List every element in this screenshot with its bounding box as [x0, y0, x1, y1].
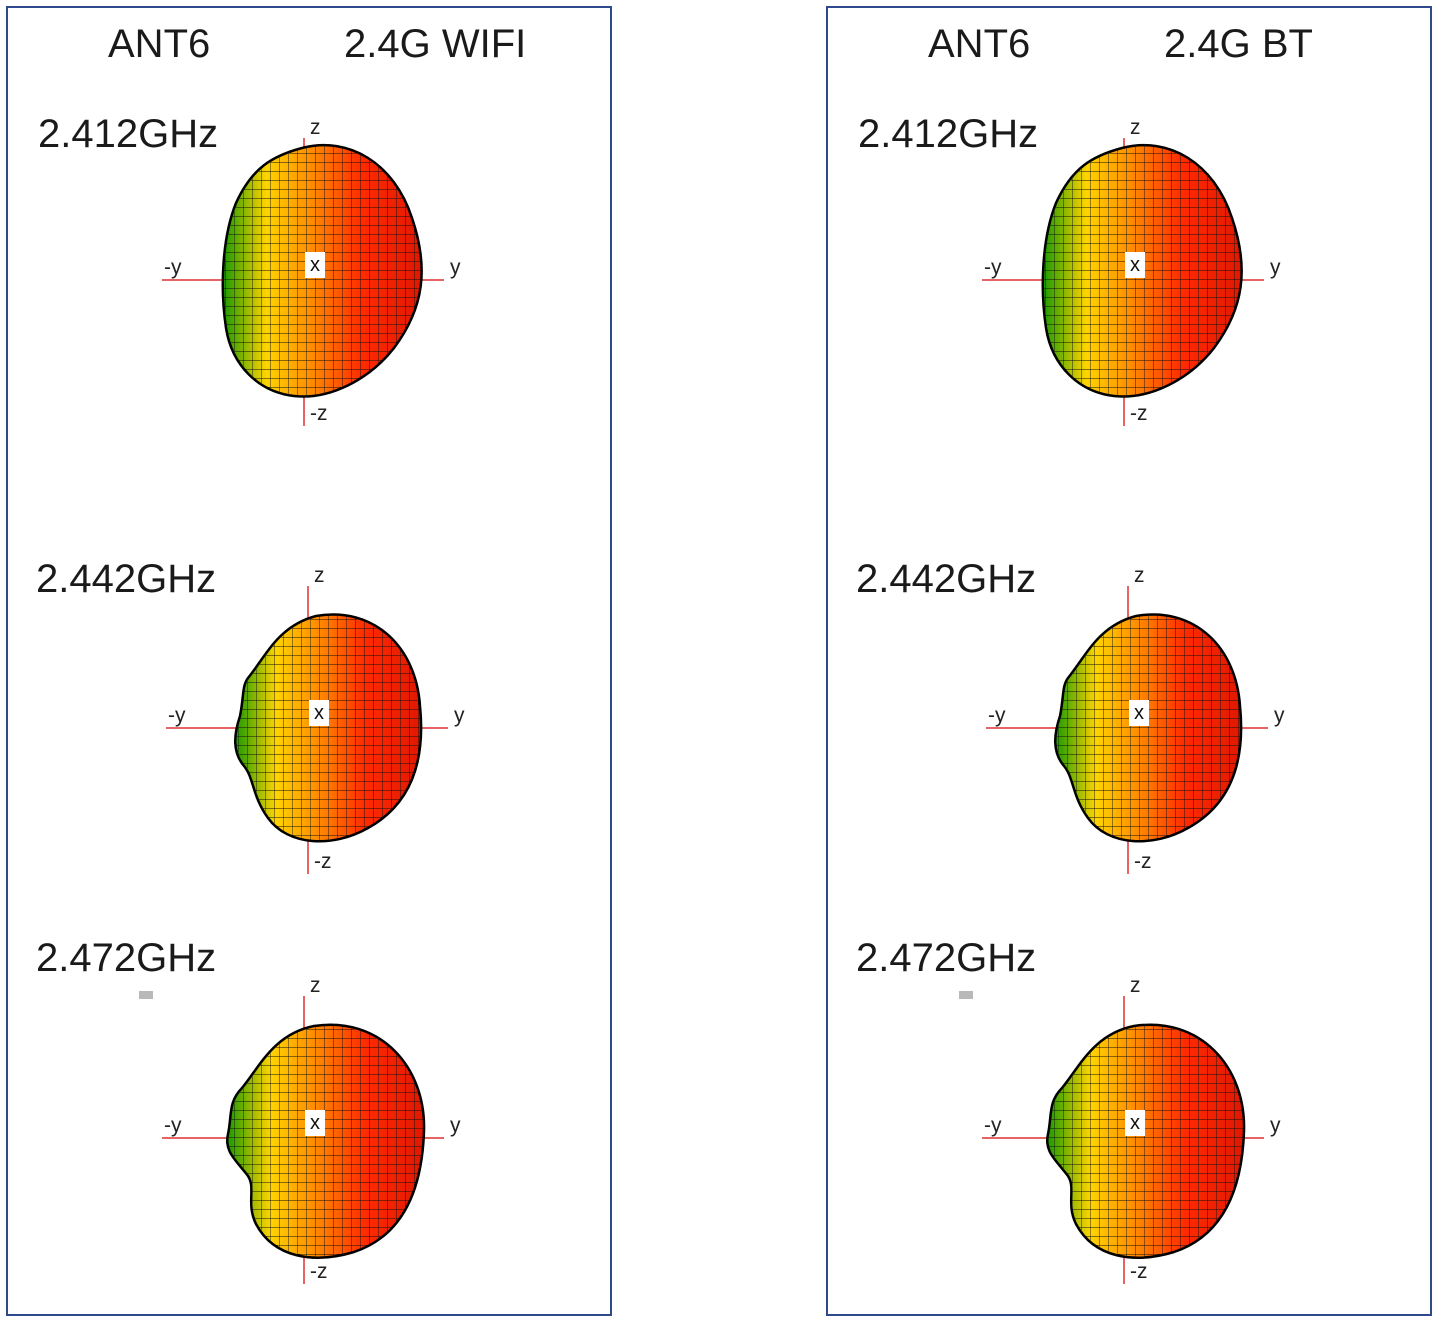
neg-y-axis-label: -y: [164, 1114, 182, 1137]
x-axis-label: x: [1125, 252, 1145, 278]
frequency-label: 2.442GHz: [36, 557, 217, 601]
pattern-svg: [162, 996, 444, 1284]
pattern-mesh: [1047, 1024, 1245, 1258]
neg-y-axis-label: -y: [984, 1114, 1002, 1137]
radiation-pattern-plot: z -z y -y x: [964, 966, 1304, 1286]
y-axis-label: y: [1274, 704, 1285, 727]
radiation-pattern-plot: z -z y -y x: [144, 966, 484, 1286]
neg-z-axis-label: -z: [1134, 850, 1152, 873]
frequency-label: 2.472GHz: [36, 936, 217, 980]
radiation-pattern-plot: z -z y -y x: [148, 556, 488, 876]
x-axis-label: x: [1125, 1110, 1145, 1136]
grip-marker: [959, 991, 973, 999]
neg-z-axis-label: -z: [1130, 1260, 1148, 1283]
x-axis-label: x: [309, 700, 329, 726]
y-axis-label: y: [454, 704, 465, 727]
y-axis-label: y: [1270, 256, 1281, 279]
pattern-svg: [986, 586, 1268, 874]
band-label: 2.4G WIFI: [344, 22, 527, 66]
y-axis-label: y: [450, 256, 461, 279]
neg-y-axis-label: -y: [984, 256, 1002, 279]
z-axis-label: z: [1134, 564, 1145, 587]
y-axis-label: y: [450, 1114, 461, 1137]
pattern-mesh: [235, 614, 422, 842]
z-axis-label: z: [314, 564, 325, 587]
x-axis-label: x: [305, 1110, 325, 1136]
z-axis-label: z: [310, 116, 321, 139]
antenna-label: ANT6: [108, 22, 211, 66]
neg-y-axis-label: -y: [164, 256, 182, 279]
panel-wifi: ANT6 2.4G WIFI 2.412GHz z -z y -y x 2.442GHz…: [6, 6, 612, 1316]
neg-z-axis-label: -z: [310, 402, 328, 425]
antenna-label: ANT6: [928, 22, 1031, 66]
y-axis-label: y: [1270, 1114, 1281, 1137]
pattern-svg: [982, 996, 1264, 1284]
panel-bt: ANT6 2.4G BT 2.412GHz z -z y -y x 2.442GHz z…: [826, 6, 1432, 1316]
x-axis-label: x: [305, 252, 325, 278]
neg-z-axis-label: -z: [1130, 402, 1148, 425]
neg-z-axis-label: -z: [310, 1260, 328, 1283]
z-axis-label: z: [310, 974, 321, 997]
x-axis-label: x: [1129, 700, 1149, 726]
band-label: 2.4G BT: [1164, 22, 1313, 66]
pattern-mesh: [227, 1024, 425, 1258]
pattern-svg: [166, 586, 448, 874]
neg-y-axis-label: -y: [988, 704, 1006, 727]
neg-y-axis-label: -y: [168, 704, 186, 727]
neg-z-axis-label: -z: [314, 850, 332, 873]
z-axis-label: z: [1130, 974, 1141, 997]
grip-marker: [139, 991, 153, 999]
radiation-pattern-plot: z -z y -y x: [144, 108, 484, 428]
frequency-label: 2.442GHz: [856, 557, 1037, 601]
pattern-mesh: [1055, 614, 1242, 842]
frequency-label: 2.412GHz: [38, 112, 219, 156]
z-axis-label: z: [1130, 116, 1141, 139]
frequency-label: 2.472GHz: [856, 936, 1037, 980]
radiation-pattern-plot: z -z y -y x: [964, 108, 1304, 428]
frequency-label: 2.412GHz: [858, 112, 1039, 156]
radiation-pattern-plot: z -z y -y x: [968, 556, 1308, 876]
